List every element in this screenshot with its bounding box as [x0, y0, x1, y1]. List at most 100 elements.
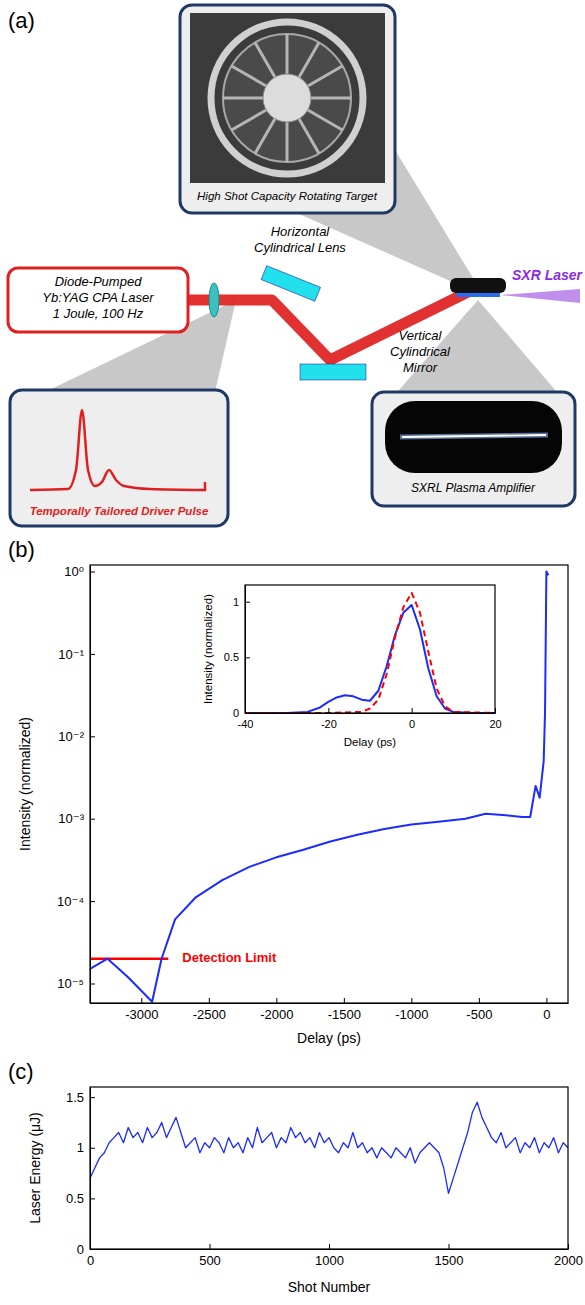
wheel-spoke: [306, 109, 342, 130]
panel-label: (b): [8, 537, 35, 562]
annotation-label: Detection Limit: [182, 950, 277, 965]
x-axis: -40-20020: [238, 708, 502, 730]
figure: (a)High Shot Capacity Rotating TargetDio…: [0, 0, 585, 1305]
cylindrical-lens: [261, 266, 320, 302]
axis-line: [90, 566, 91, 1004]
plot-background: [90, 565, 568, 1003]
wheel-spoke: [232, 66, 268, 87]
beam: [188, 292, 468, 360]
plasma-line: [456, 293, 500, 297]
wheel-spoke: [298, 43, 319, 79]
wheel-spoke: [232, 109, 268, 130]
tick-mark: [210, 1244, 211, 1249]
wheel-hub: [263, 74, 311, 122]
tick-label: 0: [233, 707, 239, 719]
tick-mark: [276, 998, 277, 1003]
tick-mark: [90, 1097, 95, 1098]
tick-mark: [90, 1148, 95, 1149]
axis-line: [246, 713, 496, 714]
sxr-beam: [500, 289, 580, 303]
panel-label: (a): [8, 8, 35, 33]
tick-label: -2500: [193, 1007, 226, 1022]
tick: 0: [233, 707, 250, 719]
tick-label: 1: [77, 1140, 84, 1155]
tick: 10⁰: [64, 564, 95, 579]
y-axis: 00.511.5: [66, 1088, 95, 1257]
tick-mark: [546, 998, 547, 1003]
tick-mark: [90, 901, 95, 902]
chart: -3000-2500-2000-1500-1000-500010⁻⁵10⁻⁴10…: [8, 537, 569, 1046]
x-axis-title: Delay (ps): [297, 1030, 361, 1046]
laser-label: Yb:YAG CPA Laser: [42, 290, 154, 305]
setup-diagram: (a)High Shot Capacity Rotating TargetDio…: [8, 5, 584, 526]
tick: -2000: [260, 998, 293, 1022]
tick-label: 1500: [435, 1253, 464, 1268]
tick-label: -3000: [125, 1007, 158, 1022]
photo-box: [180, 5, 395, 213]
tick-label: -40: [238, 718, 254, 730]
photo: [190, 13, 385, 183]
tick-mark: [479, 998, 480, 1003]
tick-label: 10⁰: [64, 564, 84, 579]
wheel-spoke: [298, 117, 319, 153]
lens-label: Horizontal: [271, 224, 331, 239]
axis-line: [245, 586, 246, 714]
x-axis-title: Shot Number: [288, 1279, 371, 1295]
wheel-spoke: [255, 43, 276, 79]
tick: 1000: [315, 1244, 344, 1268]
plasma-photo: [385, 401, 562, 473]
tick-mark: [90, 572, 95, 573]
mirror-label: Mirror: [403, 360, 438, 375]
tick-mark: [90, 736, 95, 737]
tick-label: 2000: [554, 1253, 583, 1268]
lens-label: Cylindrical Lens: [254, 240, 346, 255]
tick-mark: [245, 657, 250, 658]
tick-mark: [141, 998, 142, 1003]
tick-mark: [90, 984, 95, 985]
tick: -1500: [328, 998, 361, 1022]
tick-label: 0: [87, 1253, 94, 1268]
tick-mark: [495, 708, 496, 713]
tick-label: -1500: [328, 1007, 361, 1022]
tick-label: 0: [77, 1242, 84, 1257]
tick-mark: [329, 1244, 330, 1249]
mirror: [300, 364, 366, 380]
tick-mark: [90, 654, 95, 655]
wheel-rim: [211, 22, 363, 174]
tick-mark: [245, 602, 250, 603]
tick-mark: [344, 998, 345, 1003]
tick: 20: [489, 708, 501, 730]
tick-label: 10⁻⁵: [57, 976, 84, 991]
y-axis-title: Intensity (normalized): [202, 594, 214, 704]
wheel-spoke: [309, 97, 351, 100]
tick: -2500: [193, 998, 226, 1022]
tick-label: 0: [543, 1007, 550, 1022]
wheel-spoke: [223, 97, 265, 100]
chart: 050010001500200000.511.5Shot NumberLaser…: [8, 1059, 583, 1295]
tick-label: -20: [321, 718, 337, 730]
plasma-glow: [400, 435, 548, 437]
y-axis-title: Intensity (normalized): [17, 717, 33, 851]
annotation-line: [90, 957, 168, 960]
axis-line: [90, 1088, 91, 1250]
tick-label: 0.5: [66, 1191, 84, 1206]
chart: -40-2002000.51Delay (ps)Intensity (norma…: [202, 585, 502, 748]
pulse-caption: Temporally Tailored Driver Pulse: [30, 505, 209, 517]
panel-label: (c): [8, 1059, 34, 1084]
plot-marks: [90, 1102, 568, 1193]
tick-label: 10⁻⁴: [57, 894, 84, 909]
tick-label: -1000: [395, 1007, 428, 1022]
wheel-spoke: [255, 117, 276, 153]
tick-mark: [568, 1244, 569, 1249]
y-axis: 00.51: [224, 586, 250, 720]
tick: 500: [199, 1244, 221, 1268]
wheel-spoke: [286, 34, 289, 76]
laser-label: Diode-Pumped: [55, 274, 142, 289]
target: [450, 278, 506, 293]
axis-line: [91, 1003, 569, 1004]
tick-mark: [412, 708, 413, 713]
plasma-caption: SXRL Plasma Amplifier: [411, 481, 536, 495]
tick-label: 1000: [315, 1253, 344, 1268]
plot-background: [245, 585, 495, 713]
tick-mark: [209, 998, 210, 1003]
